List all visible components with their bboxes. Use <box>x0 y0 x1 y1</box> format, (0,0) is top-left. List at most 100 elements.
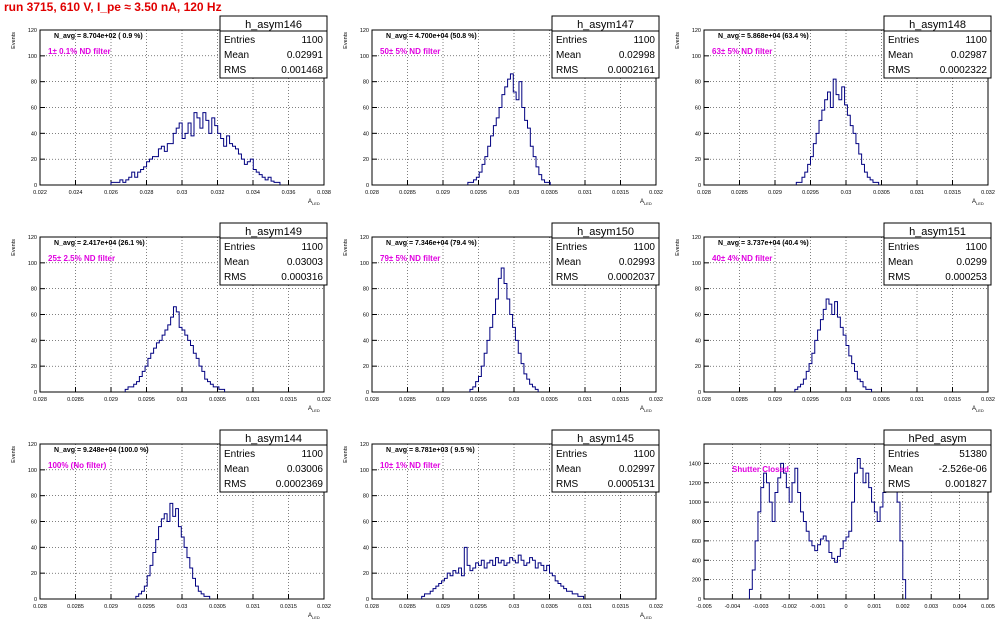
y-tick-label: 40 <box>695 338 701 344</box>
histogram-series-h_asym148 <box>795 78 880 185</box>
stats-entries-label: Entries <box>556 242 587 253</box>
x-tick-label: 0.022 <box>33 190 47 196</box>
stats-mean-label: Mean <box>888 50 913 61</box>
x-tick-label: 0.034 <box>246 190 260 196</box>
x-tick-label: 0.028 <box>33 604 47 610</box>
x-axis-label-subscript: LED <box>644 615 652 620</box>
x-axis-label-subscript: LED <box>312 615 320 620</box>
y-tick-label: 1200 <box>689 481 701 487</box>
y-tick-label: 20 <box>31 364 37 370</box>
x-axis-label: ALED <box>308 406 320 413</box>
y-tick-label: 20 <box>363 364 369 370</box>
y-tick-label: 0 <box>34 183 37 189</box>
x-tick-label: 0.029 <box>768 190 782 196</box>
y-tick-label: 60 <box>363 520 369 526</box>
x-tick-label: 0.028 <box>697 190 711 196</box>
x-tick-label: 0.0285 <box>399 397 416 403</box>
stats-rms-label: RMS <box>556 65 579 76</box>
stats-mean-value: -2.526e-06 <box>939 464 988 475</box>
y-tick-label: 120 <box>692 235 701 241</box>
stats-entries-value: 1100 <box>965 35 987 46</box>
x-axis-label-subscript: LED <box>644 408 652 413</box>
x-tick-label: 0.0315 <box>280 397 297 403</box>
y-tick-label: 60 <box>363 106 369 112</box>
x-tick-label: 0.029 <box>436 190 450 196</box>
stats-mean-value: 0.02998 <box>619 50 656 61</box>
x-tick-label: 0.026 <box>104 190 118 196</box>
x-tick-label: 0.028 <box>365 604 379 610</box>
x-tick-label: 0.0295 <box>138 604 155 610</box>
y-tick-label: 80 <box>363 287 369 293</box>
x-tick-label: 0.0305 <box>209 397 226 403</box>
stats-rms-value: 0.0002161 <box>608 65 656 76</box>
stats-title: h_asym148 <box>909 19 966 31</box>
navg-label: N_avg = 7.346e+04 (79.4 %) <box>386 240 477 247</box>
stats-mean-value: 0.03003 <box>287 257 324 268</box>
y-tick-label: 0 <box>698 183 701 189</box>
histogram-series-h_asym146 <box>110 112 281 185</box>
y-tick-label: 60 <box>695 106 701 112</box>
histogram-series-h_asym144 <box>135 502 211 599</box>
y-tick-label: 20 <box>363 571 369 577</box>
y-tick-label: 40 <box>363 131 369 137</box>
y-tick-label: 60 <box>695 313 701 319</box>
x-tick-label: 0.032 <box>317 604 331 610</box>
x-tick-label: 0.031 <box>910 397 924 403</box>
filter-label: 100% (No filter) <box>48 461 107 470</box>
y-tick-label: 80 <box>695 287 701 293</box>
x-tick-label: 0.03 <box>841 397 852 403</box>
stats-box <box>883 222 992 286</box>
x-axis-label-subscript: LED <box>312 408 320 413</box>
y-tick-label: 60 <box>31 313 37 319</box>
stats-entries-label: Entries <box>556 35 587 46</box>
x-tick-label: 0.001 <box>868 604 882 610</box>
y-tick-label: 120 <box>360 235 369 241</box>
stats-entries-label: Entries <box>224 35 255 46</box>
stats-rms-label: RMS <box>224 65 247 76</box>
stats-rms-value: 0.0005131 <box>608 479 656 490</box>
y-axis-label: Events <box>11 32 17 49</box>
stats-mean-label: Mean <box>556 464 581 475</box>
stats-title: hPed_asym <box>908 433 966 445</box>
histogram-pad-h_asym151: 0.028 0.0285 0.029 0.0295 0.03 0.0305 0.031 0.0… <box>675 222 995 413</box>
x-axis-label-main: A <box>640 406 644 412</box>
y-tick-label: 200 <box>692 578 701 584</box>
filter-label: 50± 5% ND filter <box>380 47 440 56</box>
y-tick-label: 100 <box>360 54 369 60</box>
histogram-pad-h_asym148: 0.028 0.0285 0.029 0.0295 0.03 0.0305 0.031 0.0… <box>675 15 995 206</box>
stats-title: h_asym151 <box>909 226 966 238</box>
y-tick-label: 40 <box>363 338 369 344</box>
stats-title: h_asym147 <box>577 19 634 31</box>
navg-label: N_avg = 9.248e+04 (100.0 %) <box>54 447 149 454</box>
navg-label: N_avg = 3.737e+04 (40.4 %) <box>718 240 809 247</box>
stats-title: h_asym146 <box>245 19 302 31</box>
histogram-series-h_asym147 <box>467 73 551 185</box>
x-tick-label: 0.0285 <box>67 397 84 403</box>
stats-mean-label: Mean <box>888 257 913 268</box>
y-tick-label: 800 <box>692 520 701 526</box>
x-tick-label: 0.032 <box>649 604 663 610</box>
x-tick-label: 0.032 <box>981 190 995 196</box>
histogram-pad-h_asym147: 0.028 0.0285 0.029 0.0295 0.03 0.0305 0.031 0.0… <box>343 15 663 206</box>
x-tick-label: 0.0315 <box>612 604 629 610</box>
y-tick-label: 100 <box>692 54 701 60</box>
x-tick-label: 0 <box>844 604 847 610</box>
x-tick-label: 0.0285 <box>731 397 748 403</box>
y-tick-label: 120 <box>28 28 37 34</box>
y-tick-label: 20 <box>31 571 37 577</box>
x-tick-label: 0.032 <box>211 190 225 196</box>
y-tick-label: 100 <box>360 468 369 474</box>
x-axis-label: ALED <box>640 406 652 413</box>
x-axis-label: ALED <box>640 199 652 206</box>
x-tick-label: 0.0285 <box>67 604 84 610</box>
x-tick-label: 0.0285 <box>399 190 416 196</box>
x-tick-label: 0.0285 <box>399 604 416 610</box>
stats-entries-value: 1100 <box>965 242 987 253</box>
y-tick-label: 40 <box>31 131 37 137</box>
stats-box <box>551 15 660 79</box>
x-tick-label: 0.03 <box>509 190 520 196</box>
x-tick-label: 0.03 <box>509 604 520 610</box>
x-tick-label: 0.03 <box>177 190 188 196</box>
x-tick-label: 0.032 <box>649 190 663 196</box>
